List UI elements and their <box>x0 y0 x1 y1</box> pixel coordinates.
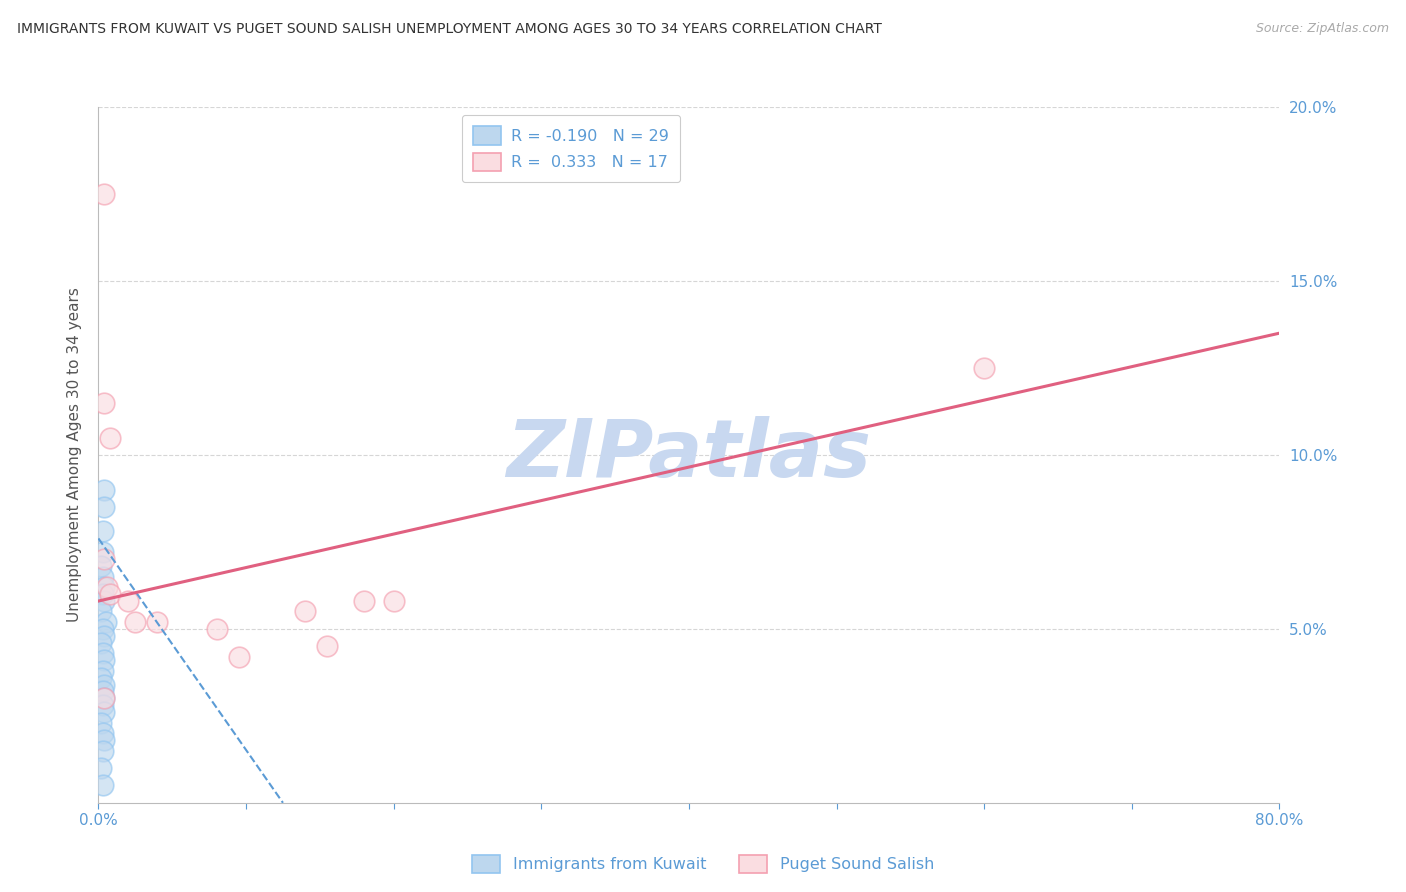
Point <box>91 726 114 740</box>
Point <box>91 698 114 713</box>
Point <box>91 664 114 678</box>
Point <box>98 587 121 601</box>
Point <box>91 646 114 660</box>
Point <box>98 430 121 444</box>
Point <box>117 594 139 608</box>
Point <box>90 605 112 619</box>
Point <box>973 360 995 375</box>
Point <box>91 778 114 793</box>
Point <box>93 677 115 691</box>
Legend: R = -0.190   N = 29, R =  0.333   N = 17: R = -0.190 N = 29, R = 0.333 N = 17 <box>461 115 681 182</box>
Point <box>93 629 115 643</box>
Point <box>93 483 115 497</box>
Point <box>93 580 115 594</box>
Legend: Immigrants from Kuwait, Puget Sound Salish: Immigrants from Kuwait, Puget Sound Sali… <box>465 848 941 880</box>
Point <box>96 580 118 594</box>
Point <box>94 615 117 629</box>
Point <box>316 639 339 653</box>
Text: IMMIGRANTS FROM KUWAIT VS PUGET SOUND SALISH UNEMPLOYMENT AMONG AGES 30 TO 34 YE: IMMIGRANTS FROM KUWAIT VS PUGET SOUND SA… <box>17 22 882 37</box>
Text: ZIPatlas: ZIPatlas <box>506 416 872 494</box>
Point <box>90 715 112 730</box>
Point <box>91 684 114 698</box>
Point <box>91 744 114 758</box>
Point <box>146 615 169 629</box>
Point <box>93 733 115 747</box>
Point <box>93 706 115 720</box>
Point <box>93 395 115 409</box>
Point <box>90 761 112 775</box>
Point <box>93 500 115 514</box>
Point <box>93 653 115 667</box>
Point <box>91 622 114 636</box>
Point <box>228 649 250 664</box>
Point <box>353 594 375 608</box>
Point <box>93 691 115 706</box>
Point <box>91 524 114 539</box>
Point <box>91 587 114 601</box>
Point <box>91 545 114 559</box>
Point <box>294 605 316 619</box>
Point <box>90 559 112 574</box>
Point <box>93 691 115 706</box>
Point <box>90 636 112 650</box>
Point <box>93 552 115 566</box>
Point <box>382 594 405 608</box>
Point <box>90 671 112 685</box>
Point <box>205 622 228 636</box>
Point <box>93 187 115 202</box>
Point <box>124 615 146 629</box>
Point <box>93 594 115 608</box>
Y-axis label: Unemployment Among Ages 30 to 34 years: Unemployment Among Ages 30 to 34 years <box>66 287 82 623</box>
Point <box>91 570 114 584</box>
Text: Source: ZipAtlas.com: Source: ZipAtlas.com <box>1256 22 1389 36</box>
